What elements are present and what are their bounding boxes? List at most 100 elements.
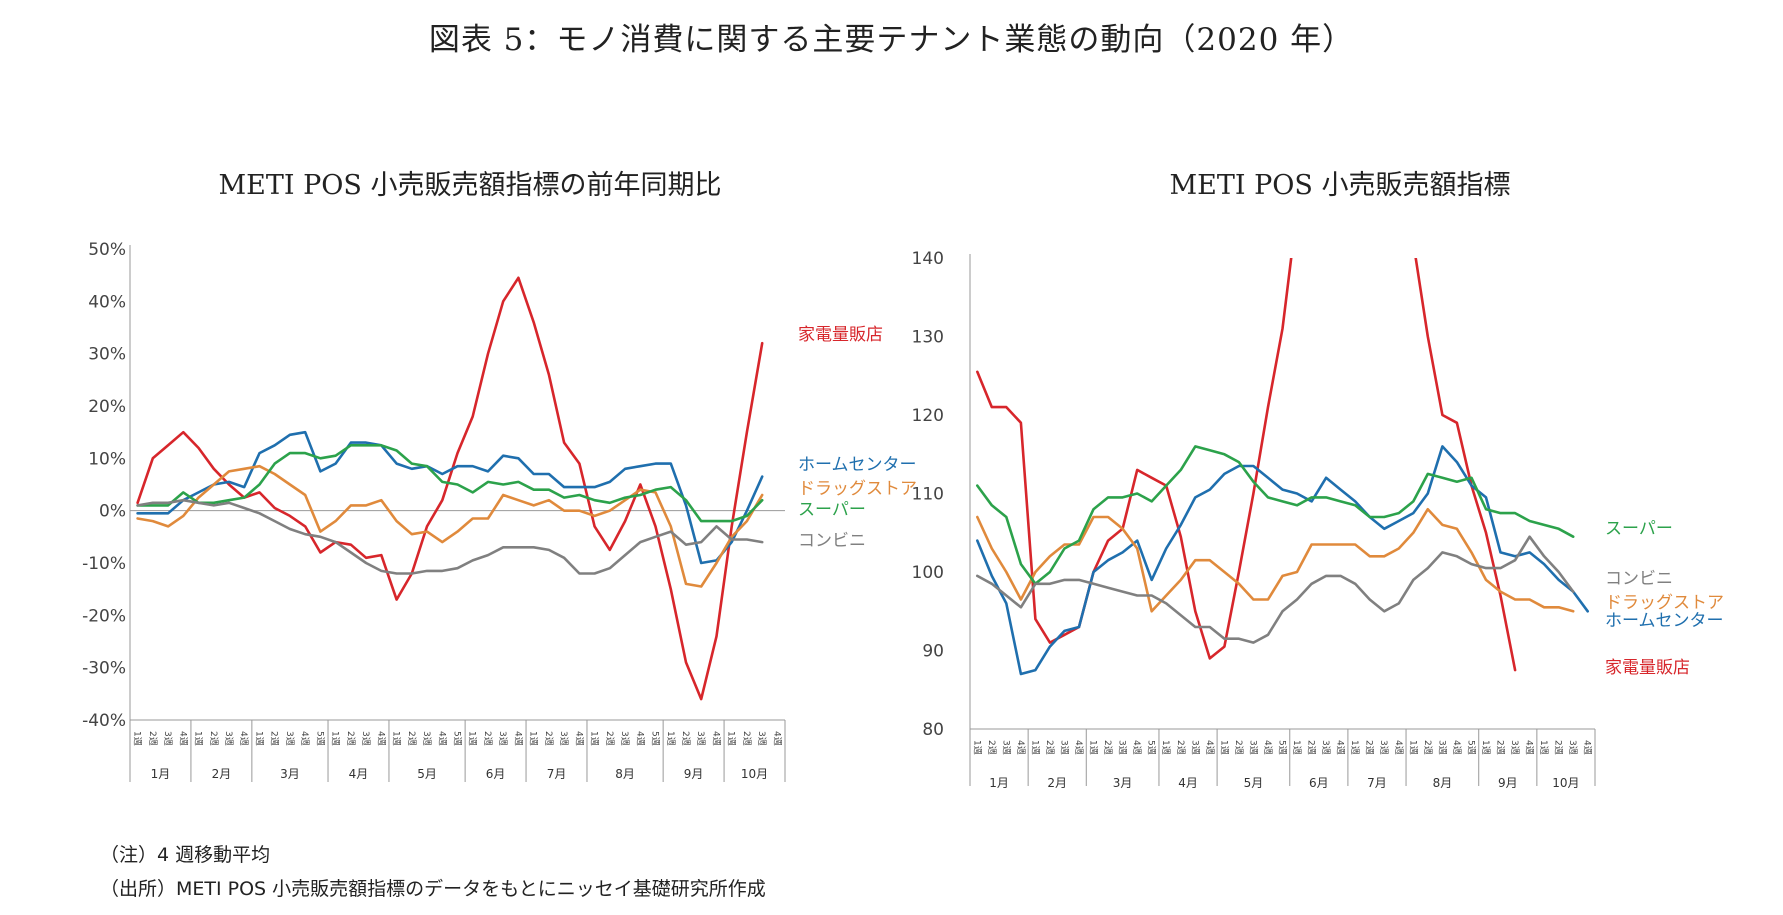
x-week-label: 3週 — [1058, 740, 1069, 755]
series-line-conv — [975, 535, 1575, 644]
month-label: 2月 — [1047, 776, 1067, 790]
y-tick-label: 10% — [88, 449, 126, 469]
x-week-label: 4週 — [634, 731, 645, 746]
series-label-conv: コンビニ — [1605, 569, 1673, 589]
x-week-label: 1週 — [971, 740, 982, 755]
x-week-label: 3週 — [1378, 740, 1389, 755]
x-week-label: 4週 — [1131, 740, 1142, 755]
x-week-label: 3週 — [284, 731, 295, 746]
y-tick-label: 140 — [912, 249, 944, 269]
month-label: 5月 — [417, 767, 437, 781]
x-week-label: 4週 — [1393, 740, 1404, 755]
month-label: 4月 — [1178, 776, 1198, 790]
x-week-label: 3週 — [1567, 740, 1578, 755]
x-week-label: 4週 — [1451, 740, 1462, 755]
x-week-label: 2週 — [741, 731, 752, 746]
month-label: 3月 — [1113, 776, 1133, 790]
x-week-label: 3週 — [360, 731, 371, 746]
x-week-label: 1週 — [253, 731, 264, 746]
figure-title: 図表 5：モノ消費に関する主要テナント業態の動向（2020 年） — [428, 22, 1355, 58]
x-week-label: 1週 — [1291, 740, 1302, 755]
x-week-label: 3週 — [1436, 740, 1447, 755]
series-label-drug: ドラッグストア — [1605, 593, 1724, 613]
x-week-label: 4週 — [573, 731, 584, 746]
x-week-label: 2週 — [345, 731, 356, 746]
x-week-label: 5週 — [650, 731, 661, 746]
series-label-home: ホームセンター — [1605, 611, 1724, 631]
x-week-label: 2週 — [1553, 740, 1564, 755]
x-week-label: 4週 — [1073, 740, 1084, 755]
x-week-label: 1週 — [1218, 740, 1229, 755]
x-week-label: 5週 — [452, 731, 463, 746]
x-week-label: 1週 — [1029, 740, 1040, 755]
y-tick-label: 80 — [922, 720, 944, 740]
x-week-label: 1週 — [132, 731, 143, 746]
month-label: 6月 — [486, 767, 506, 781]
x-week-label: 3週 — [1189, 740, 1200, 755]
x-week-label: 2週 — [1306, 740, 1317, 755]
y-tick-label: 20% — [88, 397, 126, 417]
x-week-label: 5週 — [1146, 740, 1157, 755]
x-week-label: 4週 — [177, 731, 188, 746]
x-week-label: 3週 — [558, 731, 569, 746]
x-week-label: 3週 — [695, 731, 706, 746]
month-label: 5月 — [1244, 776, 1264, 790]
x-week-label: 2週 — [604, 731, 615, 746]
x-week-label: 3週 — [162, 731, 173, 746]
x-week-label: 1週 — [665, 731, 676, 746]
y-tick-label: 90 — [922, 642, 944, 662]
month-label: 8月 — [1433, 776, 1453, 790]
x-week-label: 4週 — [1524, 740, 1535, 755]
y-tick-label: -20% — [82, 606, 126, 626]
month-label: 1月 — [151, 767, 171, 781]
x-week-label: 4週 — [375, 731, 386, 746]
x-week-label: 2週 — [680, 731, 691, 746]
series-label-home: ホームセンター — [798, 455, 917, 475]
x-week-label: 4週 — [238, 731, 249, 746]
x-week-label: 3週 — [1509, 740, 1520, 755]
month-label: 1月 — [989, 776, 1009, 790]
series-line-drug — [975, 507, 1575, 613]
month-label: 9月 — [1498, 776, 1518, 790]
series-label-drug: ドラッグストア — [798, 479, 917, 499]
x-week-label: 2週 — [1044, 740, 1055, 755]
left-chart-title: METI POS 小売販売額指標の前年同期比 — [218, 170, 722, 201]
series-line-conv — [136, 498, 764, 575]
x-week-label: 1週 — [1160, 740, 1171, 755]
x-week-label: 3週 — [619, 731, 630, 746]
series-line-drug — [136, 464, 764, 588]
x-week-label: 3週 — [756, 731, 767, 746]
x-week-label: 5週 — [1465, 740, 1476, 755]
y-tick-label: 50% — [88, 240, 126, 260]
x-week-label: 2週 — [1175, 740, 1186, 755]
x-week-label: 1週 — [193, 731, 204, 746]
x-week-label: 1週 — [467, 731, 478, 746]
x-week-label: 1週 — [726, 731, 737, 746]
x-week-label: 3週 — [1117, 740, 1128, 755]
x-week-label: 3週 — [1000, 740, 1011, 755]
month-label: 6月 — [1309, 776, 1329, 790]
x-week-label: 1週 — [1088, 740, 1099, 755]
y-tick-label: -30% — [82, 659, 126, 679]
series-label-super: スーパー — [798, 500, 866, 520]
x-week-label: 1週 — [1407, 740, 1418, 755]
series-label-kaden: 家電量販店 — [1605, 658, 1690, 678]
x-week-label: 4週 — [1335, 740, 1346, 755]
x-week-label: 2週 — [543, 731, 554, 746]
month-label: 10月 — [1552, 776, 1579, 790]
series-line-home — [136, 430, 764, 565]
series-line-home — [975, 445, 1589, 676]
month-label: 10月 — [741, 767, 768, 781]
x-week-label: 2週 — [269, 731, 280, 746]
x-week-label: 2週 — [1495, 740, 1506, 755]
x-week-label: 4週 — [512, 731, 523, 746]
x-week-label: 1週 — [1480, 740, 1491, 755]
series-label-super: スーパー — [1605, 519, 1673, 539]
source-note: （出所）METI POS 小売販売額指標のデータをもとにニッセイ基礎研究所作成 — [100, 878, 766, 900]
series-label-conv: コンビニ — [798, 531, 866, 551]
x-week-label: 1週 — [1349, 740, 1360, 755]
x-week-label: 5週 — [314, 731, 325, 746]
series-line-super — [136, 443, 764, 523]
